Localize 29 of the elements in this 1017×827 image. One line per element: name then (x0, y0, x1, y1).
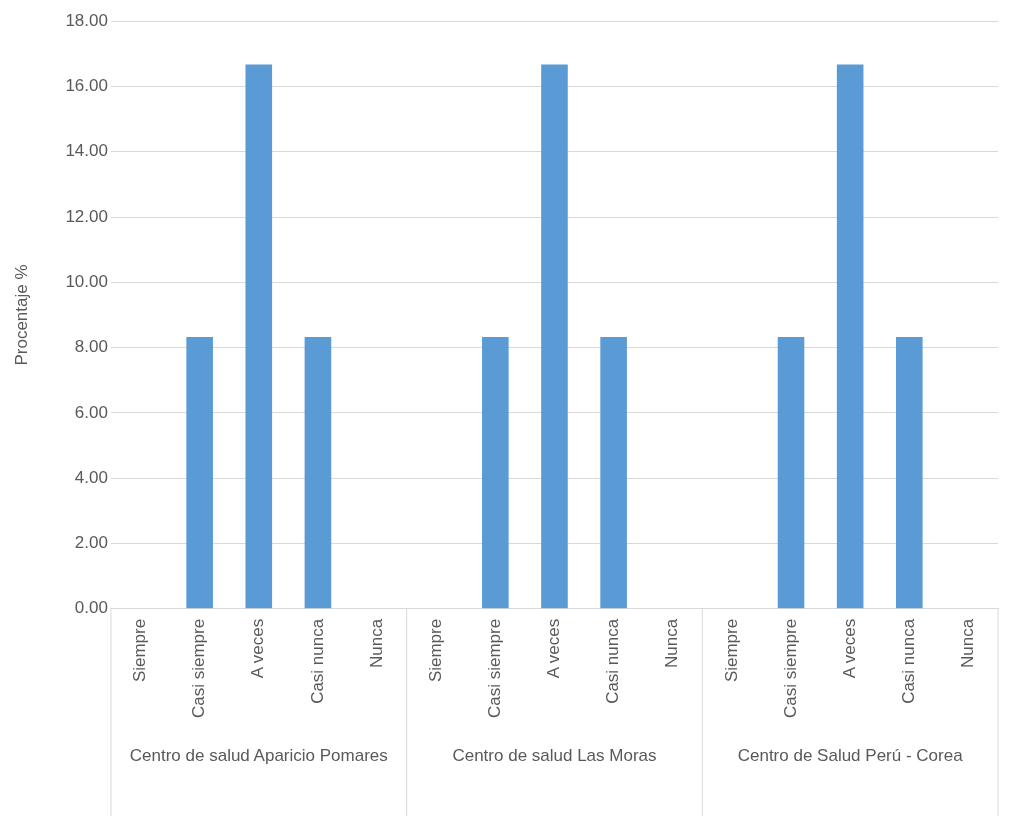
x-tick-label: Siempre (721, 618, 741, 683)
y-tick-label: 14.00 (65, 141, 108, 161)
x-tick-label: Siempre (130, 618, 150, 683)
y-tick-label: 10.00 (65, 272, 108, 292)
y-tick-label: 0.00 (74, 598, 108, 618)
x-tick-label: Nunca (366, 618, 386, 668)
x-tick-label: Nunca (958, 618, 978, 668)
x-tick-label: Casi nunca (898, 618, 918, 704)
x-tick-label: A veces (248, 618, 268, 679)
x-tick-label: Casi siempre (780, 618, 800, 719)
y-tick-label: 18.00 (65, 10, 108, 30)
x-tick-label: Siempre (425, 618, 445, 683)
x-tick-label: Casi nunca (307, 618, 327, 704)
y-axis-title: Procentaje % (11, 264, 31, 366)
y-tick-label: 16.00 (65, 76, 108, 96)
y-tick-label: 8.00 (74, 337, 108, 357)
x-tick-label: Nunca (662, 618, 682, 668)
x-tick-label: Casi nunca (603, 618, 623, 704)
text: Centro de salud Las Moras (452, 745, 657, 765)
x-tick-label: A veces (839, 618, 859, 679)
y-tick-label: 12.00 (65, 206, 108, 226)
text: Centro de salud Aparicio Pomares (129, 745, 388, 765)
y-tick-label: 4.00 (74, 467, 108, 487)
x-tick-label: Casi siempre (189, 618, 209, 719)
x-tick-label: Casi siempre (485, 618, 505, 719)
y-tick-label: 2.00 (74, 533, 108, 553)
x-tick-label: A veces (544, 618, 564, 679)
text: Centro de Salud Perú - Corea (737, 745, 964, 765)
y-tick-label: 6.00 (74, 402, 108, 422)
